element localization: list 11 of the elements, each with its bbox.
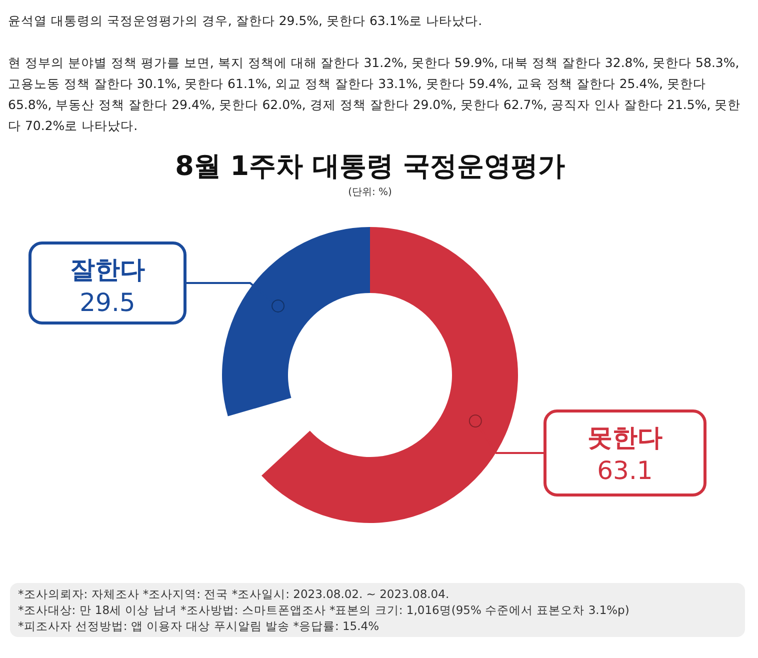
chart-subtitle: (단위: %) (348, 187, 392, 198)
chart-title: 8월 1주차 대통령 국정운영평가 (175, 151, 565, 182)
slice-label: 잘한다 (70, 255, 145, 284)
data-label: 29.5 (80, 288, 136, 317)
text: *피조사자 선정방법: 앱 이용자 대상 푸시알림 발송 *응답률: 15.4% (18, 618, 380, 634)
text: 윤석열 대통령의 국정운영평가의 경우, 잘한다 29.5%, 못한다 63.1%로 나타났다. (8, 12, 484, 30)
legend-label: 못한다 (588, 423, 662, 452)
data-label: 63.1 (597, 456, 653, 485)
text: 현 정부의 분야별 정책 평가를 보면, 복지 정책에 대해 잘한다 31.2%, 못한다 59.9%, 대북 정책 잘한다 32.8%, 못한다 58.3%, 고용노동 정책 잘한다 30.1%, 못한다 61.1%, 외교 정책 잘한다 33.1%, 못한다 59.4%, 교육 정책 잘한다 25.4%, 못한다 65.8%, 부동산 정책 잘한다 29.4%, 못한다 62.0%, 경제 정책 잘한다 29.0%, 못한다 62.7%, 공직자 인사 잘한다 21.5%, 못한다 70.2%로 나타났다. (8, 54, 742, 135)
text: *조사대상: 만 18세 이상 남녀 *조사방법: 스마트폰앱조사 *표본의 크기: 1,016명(95% 수준에서 표본오차 3.1%p) (18, 602, 630, 618)
text: *조사의뢰자: 자체조사 *조사지역: 전국 *조사일시: 2023.08.02. ~ 2023.08.04. (18, 586, 450, 602)
